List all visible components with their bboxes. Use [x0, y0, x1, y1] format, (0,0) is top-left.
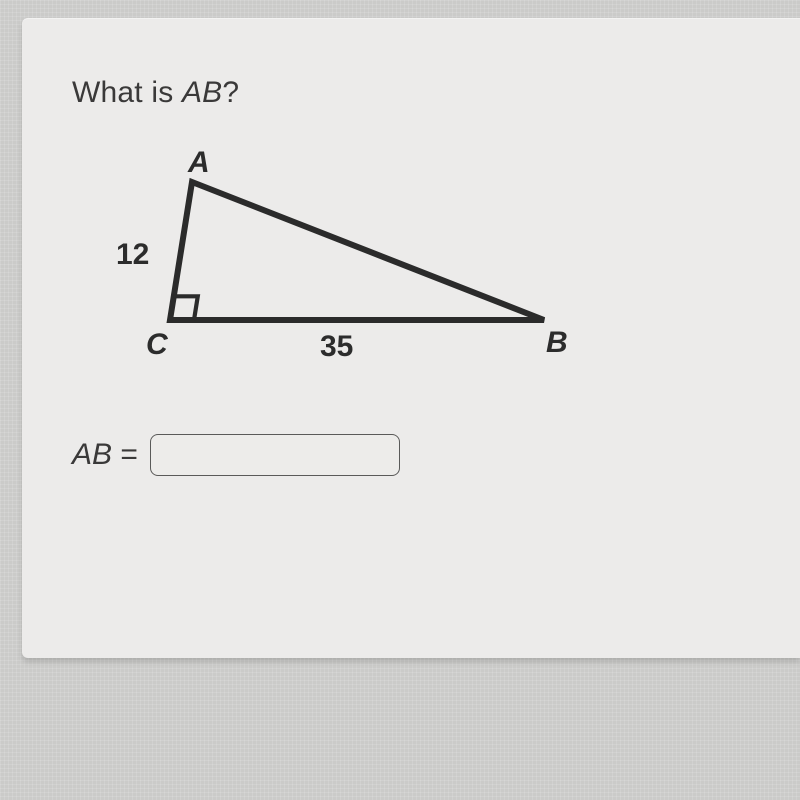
question-prefix: What is: [72, 76, 182, 109]
answer-label: AB =: [72, 438, 138, 472]
answer-variable: AB: [72, 438, 112, 471]
answer-row: AB =: [72, 434, 750, 476]
answer-equals: =: [112, 438, 138, 471]
side-label-cb: 35: [320, 330, 353, 364]
vertex-label-b: B: [546, 326, 568, 360]
answer-input[interactable]: [150, 434, 400, 476]
vertex-label-a: A: [188, 146, 210, 180]
vertex-label-c: C: [146, 328, 168, 362]
question-text: What is AB?: [72, 76, 750, 110]
question-variable: AB: [182, 76, 222, 109]
question-suffix: ?: [222, 76, 239, 109]
side-label-ac: 12: [116, 238, 149, 272]
triangle-diagram: A C B 12 35: [114, 150, 574, 400]
question-panel: What is AB? A C B 12 35 AB =: [22, 18, 800, 658]
